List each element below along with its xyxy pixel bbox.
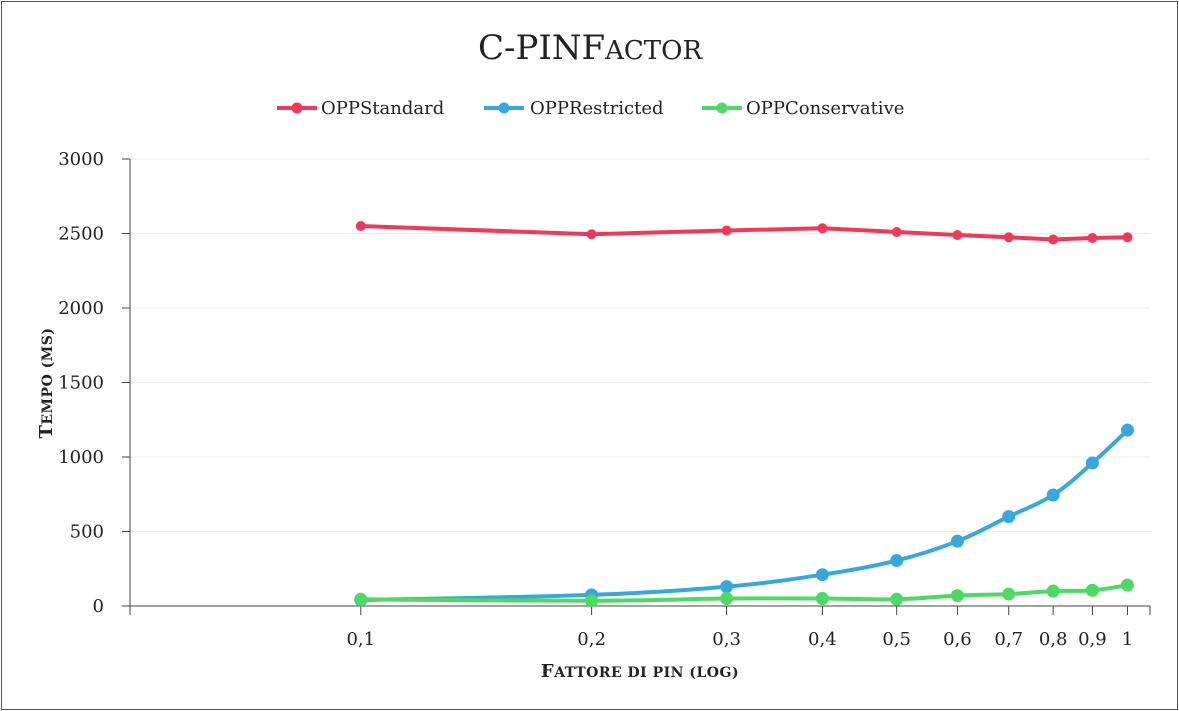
data-point-opprestricted-8 xyxy=(1085,456,1099,470)
y-tick-label: 3000 xyxy=(58,149,104,170)
x-tick-label: 0,4 xyxy=(808,629,837,650)
data-point-opprestricted-3 xyxy=(815,568,829,582)
data-point-oppstandard-7 xyxy=(1048,234,1059,245)
y-tick-label: 2000 xyxy=(58,298,104,319)
data-point-oppstandard-6 xyxy=(1003,232,1014,243)
x-axis-label: FATTORE DI PIN (LOG) xyxy=(541,661,739,682)
x-tick-label: 0,9 xyxy=(1078,629,1107,650)
x-tick-label: 0,5 xyxy=(882,629,911,650)
y-tick-label: 1000 xyxy=(58,447,104,468)
plot-area: 0 500 1000 1500 2000 2500 3000 0,1 0,2 0,3 0,4 0,5 0… xyxy=(58,149,1151,650)
x-tick-label: 0,7 xyxy=(994,629,1023,650)
data-point-oppconservative-0 xyxy=(354,592,368,606)
data-point-opprestricted-7 xyxy=(1046,488,1060,502)
data-point-oppconservative-9 xyxy=(1120,578,1134,592)
y-tick-label: 2500 xyxy=(58,224,104,245)
data-point-oppconservative-4 xyxy=(890,592,904,606)
x-tick-label: 1 xyxy=(1122,629,1133,650)
y-tick-label: 1500 xyxy=(58,373,104,394)
y-tick-label: 0 xyxy=(93,596,104,617)
data-point-oppconservative-3 xyxy=(815,592,829,606)
x-tick-label: 0,1 xyxy=(346,629,375,650)
chart-title: C-PINFACTOR xyxy=(478,28,703,68)
legend-marker-opp-conservative xyxy=(716,102,728,114)
x-tick-label: 0,6 xyxy=(943,629,972,650)
data-point-opprestricted-2 xyxy=(720,580,734,594)
data-point-oppconservative-8 xyxy=(1085,583,1099,597)
legend-item-opp-conservative: OPPConservative xyxy=(702,98,904,119)
legend-label-opp-conservative: OPPConservative xyxy=(746,98,904,119)
data-point-oppconservative-6 xyxy=(1002,587,1016,601)
data-point-oppstandard-3 xyxy=(817,223,828,234)
data-point-opprestricted-6 xyxy=(1002,510,1016,524)
data-point-oppstandard-2 xyxy=(721,225,732,236)
data-point-oppstandard-4 xyxy=(891,227,902,238)
data-point-oppconservative-2 xyxy=(720,592,734,606)
data-point-oppstandard-5 xyxy=(952,229,963,240)
legend-label-opp-restricted: OPPRestricted xyxy=(530,98,664,119)
legend-label-opp-standard: OPPStandard xyxy=(321,98,444,119)
legend-marker-opp-restricted xyxy=(498,102,510,114)
legend-item-opp-restricted: OPPRestricted xyxy=(484,98,664,119)
x-tick-label: 0,8 xyxy=(1039,629,1068,650)
y-tick-label: 500 xyxy=(70,522,104,543)
data-point-opprestricted-9 xyxy=(1120,423,1134,437)
data-point-opprestricted-4 xyxy=(890,554,904,568)
data-point-opprestricted-5 xyxy=(950,534,964,548)
data-point-oppstandard-1 xyxy=(586,229,597,240)
legend-item-opp-standard: OPPStandard xyxy=(277,98,444,119)
x-tick-label: 0,3 xyxy=(712,629,741,650)
data-point-oppstandard-0 xyxy=(355,221,366,232)
data-point-oppstandard-9 xyxy=(1122,232,1133,243)
data-point-oppconservative-1 xyxy=(585,594,599,608)
series-line-oppstandard xyxy=(358,224,1130,242)
data-point-oppstandard-8 xyxy=(1087,232,1098,243)
data-point-oppconservative-5 xyxy=(950,589,964,603)
y-axis-label: TEMPO (MS) xyxy=(36,327,57,438)
legend-marker-opp-standard xyxy=(291,102,303,114)
legend: OPPStandard OPPRestricted OPPConservativ… xyxy=(277,98,904,119)
data-point-oppconservative-7 xyxy=(1046,584,1060,598)
x-tick-label: 0,2 xyxy=(577,629,606,650)
